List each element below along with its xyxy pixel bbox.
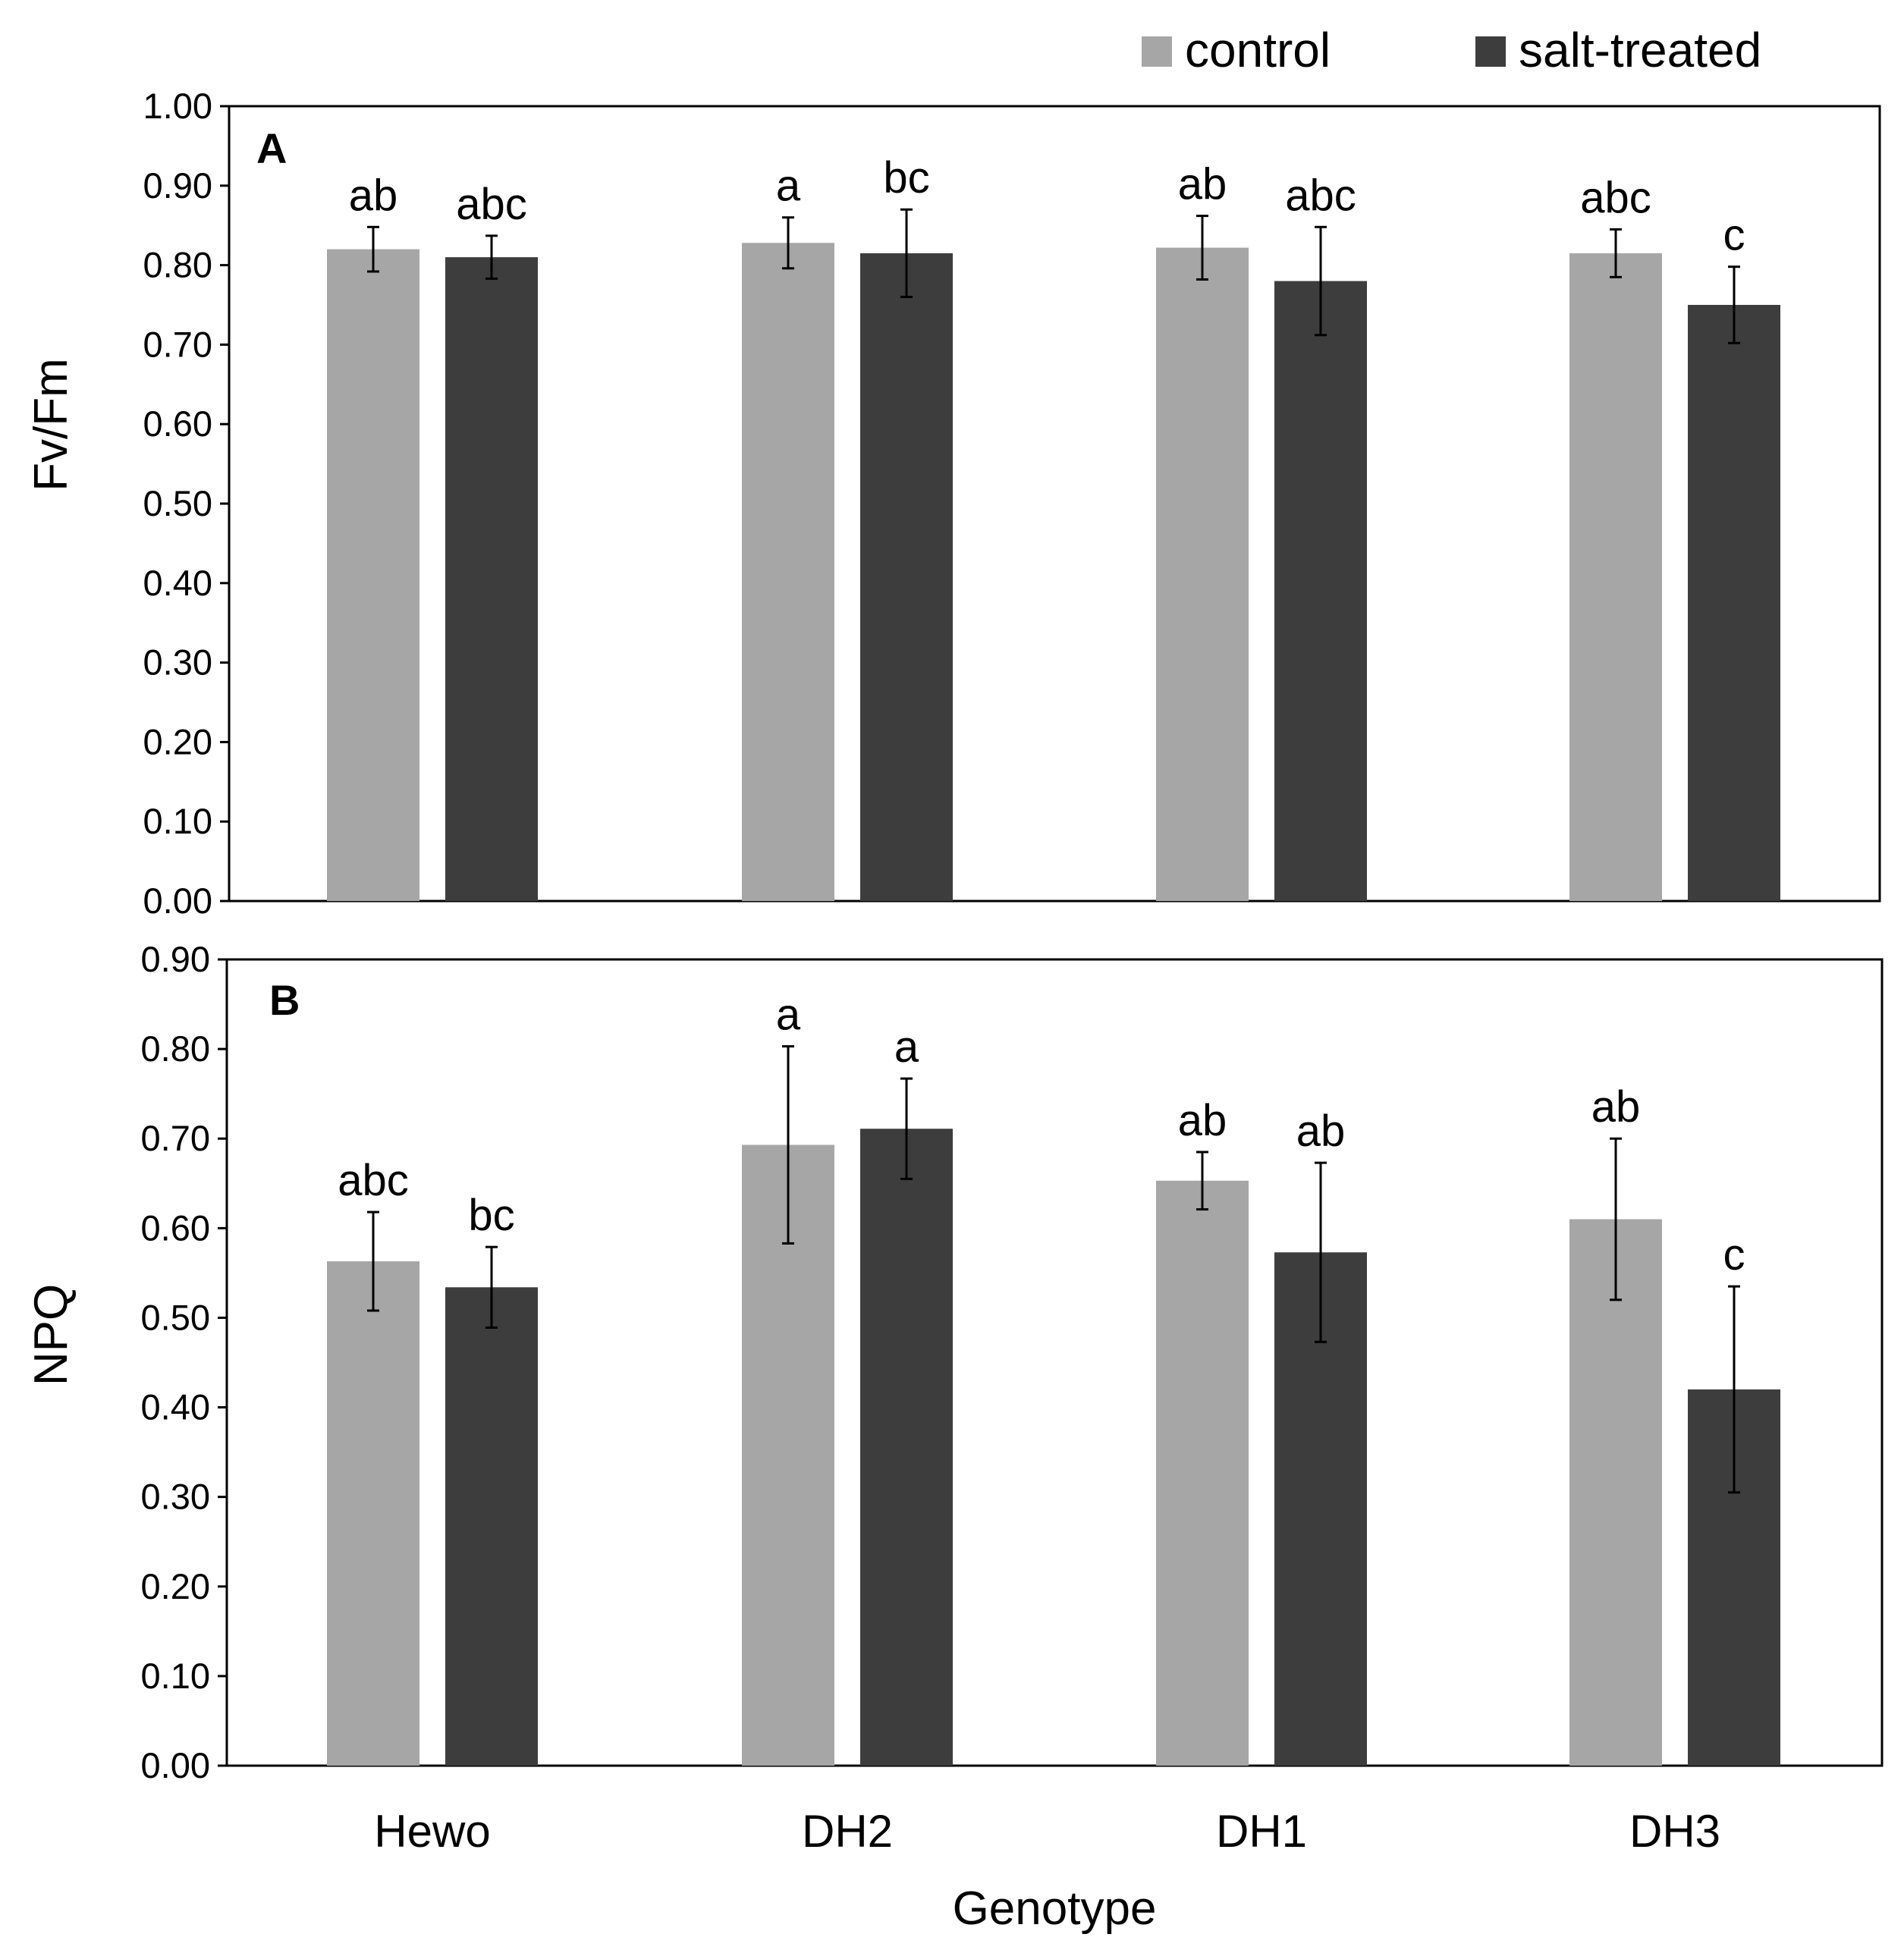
- y-tick-label: 0.40: [143, 563, 212, 603]
- significance-letter: ab: [1296, 1107, 1346, 1156]
- significance-letter: ab: [349, 171, 398, 220]
- panel-a-label: A: [256, 124, 287, 172]
- y-tick-label: 0.10: [143, 801, 212, 841]
- bar-control-DH1: [1156, 1180, 1249, 1766]
- y-tick-label: 0.90: [143, 165, 212, 206]
- significance-letter: ab: [1178, 160, 1227, 209]
- bar-salt-treated-DH1: [1274, 281, 1367, 901]
- bar-control-DH2: [742, 243, 834, 902]
- y-tick-label: 0.20: [143, 721, 212, 761]
- significance-letter: a: [776, 162, 801, 211]
- y-tick-label: 0.30: [143, 642, 212, 683]
- significance-letter: a: [894, 1022, 919, 1072]
- bar-control-DH2: [742, 1144, 834, 1766]
- significance-letter: c: [1723, 1230, 1745, 1279]
- significance-letter: ab: [1591, 1082, 1641, 1132]
- bar-control-DH3: [1569, 1219, 1662, 1766]
- panel-a-y-axis-title: Fv/Fm: [25, 358, 77, 491]
- y-tick-label: 1.00: [143, 86, 212, 126]
- bar-control-Hewo: [327, 1261, 419, 1766]
- bar-salt-treated-DH3: [1688, 305, 1780, 901]
- bar-salt-treated-DH2: [860, 1129, 953, 1766]
- significance-letter: abc: [338, 1156, 409, 1205]
- bar-salt-treated-DH2: [860, 253, 953, 901]
- y-tick-label: 0.50: [143, 483, 212, 523]
- y-tick-label: 0.00: [143, 881, 212, 921]
- plot-frame: [225, 958, 1884, 1767]
- y-tick-label: 0.90: [141, 939, 210, 979]
- bar-control-Hewo: [327, 249, 419, 901]
- category-label: DH2: [802, 1806, 893, 1857]
- category-label: Hewo: [374, 1806, 490, 1857]
- y-tick-label: 0.80: [143, 245, 212, 285]
- bar-control-DH3: [1569, 253, 1662, 901]
- bar-control-DH1: [1156, 247, 1249, 901]
- y-tick-label: 0.50: [141, 1297, 210, 1337]
- significance-letter: bc: [468, 1191, 514, 1240]
- significance-letter: abc: [456, 180, 527, 229]
- y-tick-label: 0.40: [141, 1387, 210, 1427]
- legend-swatch-control: [1142, 36, 1172, 67]
- y-tick-label: 0.30: [141, 1477, 210, 1517]
- significance-letter: bc: [883, 153, 929, 203]
- significance-letter: abc: [1285, 171, 1356, 220]
- y-tick-label: 0.00: [141, 1745, 210, 1785]
- bar-salt-treated-Hewo: [445, 257, 538, 901]
- legend: control salt-treated: [1142, 23, 1761, 77]
- y-tick-label: 0.60: [143, 403, 212, 444]
- x-axis-title: Genotype: [953, 1882, 1157, 1935]
- bar-salt-treated-Hewo: [445, 1287, 538, 1766]
- significance-letter: ab: [1178, 1096, 1227, 1145]
- legend-swatch-salt-treated: [1475, 36, 1506, 67]
- panel-b-label: B: [269, 976, 300, 1024]
- panel-a: A Fv/Fm 0.00 0.10 0.20 0.30 0.40 0.50 0.60 0.70…: [25, 86, 1881, 921]
- category-labels: Hewo DH2 DH1 DH3: [374, 1806, 1720, 1857]
- y-tick-label: 0.60: [141, 1207, 210, 1248]
- category-label: DH3: [1629, 1806, 1720, 1857]
- y-tick-label: 0.80: [141, 1028, 210, 1069]
- y-tick-label: 0.70: [143, 324, 212, 364]
- significance-letter: abc: [1580, 173, 1651, 222]
- category-label: DH1: [1216, 1806, 1307, 1857]
- legend-label-control: control: [1185, 23, 1331, 77]
- y-tick-label: 0.10: [141, 1656, 210, 1696]
- panel-b: B NPQ 0.00 0.10 0.20 0.30 0.40 0.50 0.60 0.70 0.…: [25, 939, 1884, 1785]
- legend-label-salt-treated: salt-treated: [1519, 23, 1761, 77]
- significance-letter: c: [1723, 211, 1745, 260]
- panel-b-y-axis-title: NPQ: [25, 1284, 77, 1386]
- significance-letter: a: [776, 991, 801, 1040]
- y-tick-label: 0.70: [141, 1118, 210, 1158]
- y-tick-label: 0.20: [141, 1566, 210, 1606]
